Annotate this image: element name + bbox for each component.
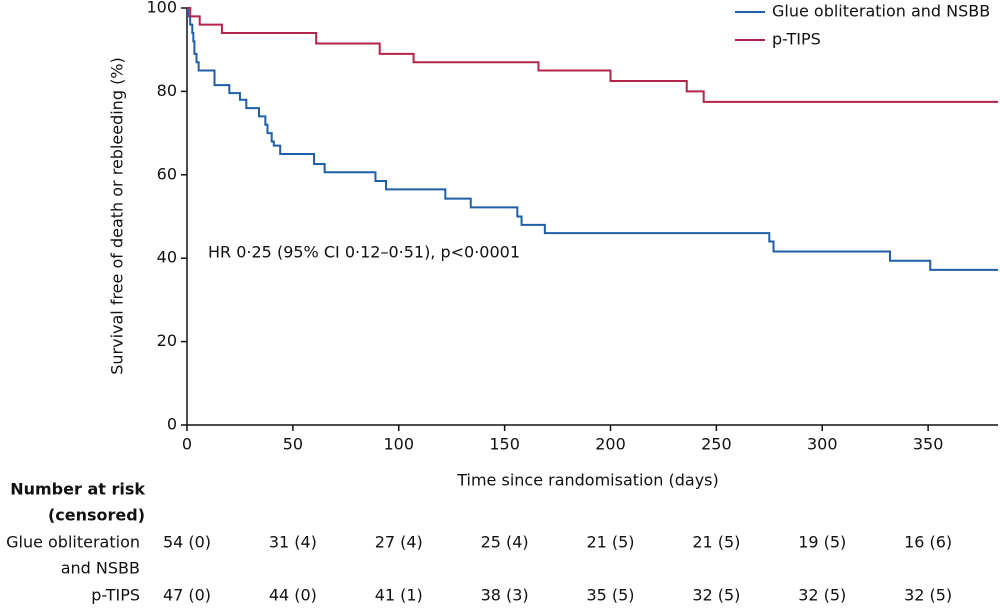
annotation: HR 0·25 (95% CI 0·12–0·51), p<0·0001 [208,243,520,262]
x-tick-label: 100 [383,435,414,454]
survival-line [187,7,998,103]
x-tick-label: 200 [595,435,626,454]
risk-value: 21 (5) [692,533,740,552]
risk-value: 27 (4) [375,533,423,552]
risk-value: 44 (0) [269,586,317,605]
risk-value: 19 (5) [798,533,846,552]
x-tick-label: 250 [701,435,732,454]
x-tick-label: 350 [913,435,944,454]
risk-value: 38 (3) [481,586,529,605]
x-tick-label: 150 [489,435,520,454]
risk-value: 32 (5) [798,586,846,605]
y-tick-label: 100 [146,0,177,17]
y-axis-label: Survival free of death or rebleeding (%) [108,57,127,375]
x-tick-label: 300 [807,435,838,454]
survival-line [187,7,998,271]
y-tick-label: 0 [167,415,177,434]
y-tick-label: 20 [157,331,177,350]
risk-value: 16 (6) [904,533,952,552]
x-tick-label: 0 [182,435,192,454]
y-tick-label: 80 [157,81,177,100]
risk-value: 32 (5) [904,586,952,605]
x-tick-label: 50 [283,435,303,454]
risk-value: 25 (4) [481,533,529,552]
risk-title: (censored) [48,506,145,525]
risk-value: 31 (4) [269,533,317,552]
legend-label: Glue obliteration and NSBB [772,2,990,21]
risk-row-label: and NSBB [61,559,140,578]
risk-value: 47 (0) [163,586,211,605]
legend-label: p-TIPS [772,30,821,49]
risk-value: 41 (1) [375,586,423,605]
y-tick-label: 40 [157,248,177,267]
risk-value: 21 (5) [586,533,634,552]
risk-value: 35 (5) [586,586,634,605]
risk-value: 32 (5) [692,586,740,605]
y-tick-label: 60 [157,164,177,183]
risk-row-label: Glue obliteration [6,533,140,552]
risk-value: 54 (0) [163,533,211,552]
risk-title: Number at risk [10,480,145,499]
risk-row-label: p-TIPS [91,586,140,605]
x-axis-label: Time since randomisation (days) [456,471,719,490]
